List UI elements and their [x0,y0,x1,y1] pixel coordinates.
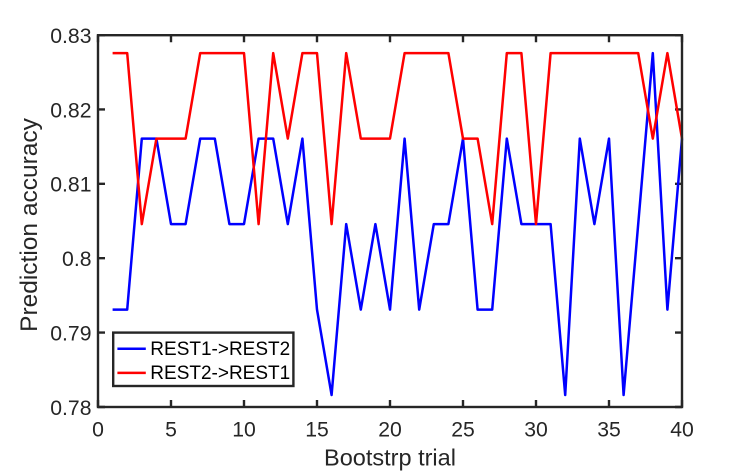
svg-text:30: 30 [524,419,548,442]
svg-text:REST2->REST1: REST2->REST1 [150,363,290,384]
svg-text:0: 0 [92,419,104,442]
svg-text:Prediction accuracy: Prediction accuracy [16,117,43,332]
svg-text:0.81: 0.81 [50,174,91,197]
svg-text:20: 20 [378,419,402,442]
svg-text:0.8: 0.8 [62,248,91,271]
svg-text:25: 25 [451,419,475,442]
svg-text:40: 40 [670,419,694,442]
svg-text:15: 15 [305,419,329,442]
svg-text:REST1->REST2: REST1->REST2 [150,339,290,360]
svg-text:10: 10 [232,419,256,442]
svg-text:0.83: 0.83 [50,25,91,48]
svg-text:0.79: 0.79 [50,323,91,346]
svg-text:0.82: 0.82 [50,99,91,122]
svg-text:Bootstrp trial: Bootstrp trial [324,445,456,471]
svg-text:5: 5 [165,419,177,442]
svg-text:35: 35 [597,419,621,442]
svg-text:0.78: 0.78 [50,397,91,420]
